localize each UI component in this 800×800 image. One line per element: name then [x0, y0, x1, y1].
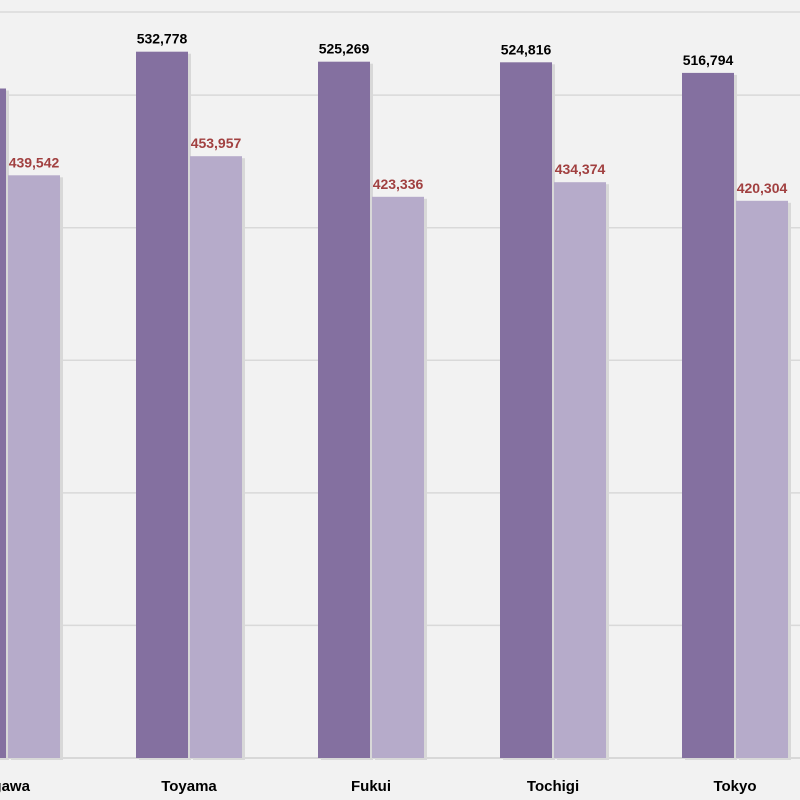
value-labels: 2439,542532,778453,957525,269423,336524,… — [9, 31, 788, 196]
bar-2-fukui — [372, 196, 424, 759]
bar-1-tochigi — [500, 62, 552, 759]
value-label: 420,304 — [737, 180, 788, 196]
category-label-kanagawa: agawa — [0, 778, 31, 795]
value-label: 453,957 — [191, 135, 242, 151]
bar-2-kanagawa — [8, 175, 60, 759]
value-label: 532,778 — [137, 31, 188, 47]
value-label: 525,269 — [319, 41, 370, 57]
category-label-tokyo: Tokyo — [713, 778, 756, 795]
category-label-tochigi: Tochigi — [527, 778, 579, 795]
bar-2-toyama — [190, 156, 242, 758]
value-label: 434,374 — [555, 161, 606, 177]
category-label-toyama: Toyama — [161, 778, 217, 795]
category-labels: agawa Toyama Fukui Tochigi Tokyo — [0, 778, 757, 795]
value-label: 524,816 — [501, 41, 552, 57]
value-label: 516,794 — [683, 52, 734, 68]
bar-2-tokyo — [736, 200, 788, 759]
bar-1-fukui — [318, 61, 370, 758]
bar-1-toyama — [136, 51, 188, 758]
bar-1-kanagawa — [0, 88, 6, 758]
value-label: 423,336 — [373, 176, 424, 192]
bars — [0, 51, 791, 761]
value-label: 439,542 — [9, 154, 60, 170]
bar-2-tochigi — [554, 182, 606, 758]
category-label-fukui: Fukui — [351, 778, 391, 795]
bar-1-tokyo — [682, 72, 734, 758]
